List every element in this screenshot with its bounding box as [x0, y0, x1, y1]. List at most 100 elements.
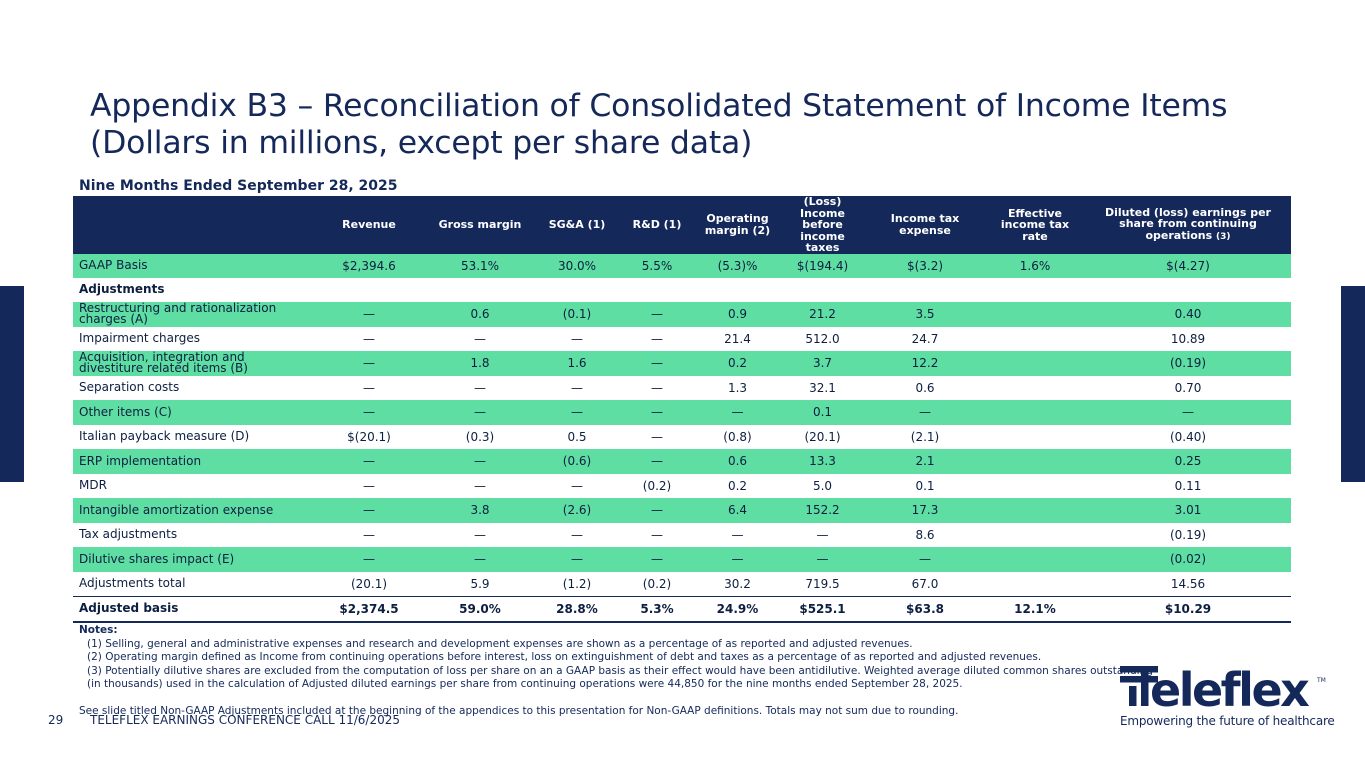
- notes-block: Notes: (1) Selling, general and administ…: [79, 624, 1153, 718]
- row-value: $10.29: [1085, 596, 1291, 623]
- row-value: —: [619, 375, 695, 400]
- row-value: $(3.2): [865, 253, 985, 278]
- row-value: [313, 278, 425, 302]
- table-row: Tax adjustments — — — — — —8.6 (0.19): [73, 522, 1291, 547]
- row-value: [425, 278, 535, 302]
- row-value: —: [425, 375, 535, 400]
- row-value: 0.1: [865, 473, 985, 498]
- note-1: (1) Selling, general and administrative …: [87, 637, 913, 650]
- row-value: 1.6%: [985, 253, 1085, 278]
- row-value: 30.0%: [535, 253, 619, 278]
- row-value: —: [619, 522, 695, 547]
- row-value: (0.2): [619, 571, 695, 597]
- row-value: 0.6: [695, 449, 780, 474]
- row-label: Adjusted basis: [73, 596, 313, 623]
- row-value: 3.5: [865, 302, 985, 327]
- row-value: 0.2: [695, 351, 780, 376]
- row-value: $(20.1): [313, 424, 425, 449]
- row-value: —: [313, 498, 425, 523]
- row-value: $(4.27): [1085, 253, 1291, 278]
- row-value: (0.19): [1085, 351, 1291, 376]
- row-value: —: [535, 375, 619, 400]
- note-3: (3) Potentially dilutive shares are excl…: [87, 664, 1153, 677]
- row-label: Italian payback measure (D): [73, 424, 313, 449]
- row-value: $2,374.5: [313, 596, 425, 623]
- row-value: —: [865, 547, 985, 572]
- table-row: MDR — — — (0.2) 0.2 5.0 0.1 0.11: [73, 473, 1291, 498]
- header-label: [73, 196, 313, 254]
- row-value: 1.3: [695, 375, 780, 400]
- header-rd: R&D (1): [619, 196, 695, 254]
- row-label: Acquisition, integration and divestiture…: [73, 351, 313, 376]
- row-value: —: [619, 547, 695, 572]
- row-value: $(194.4): [780, 253, 865, 278]
- row-value: —: [313, 351, 425, 376]
- row-value: [985, 278, 1085, 302]
- row-value: [780, 278, 865, 302]
- table-row: Adjusted basis $2,374.5 59.0% 28.8% 5.3% 24.9…: [73, 596, 1291, 623]
- row-value: 5.0: [780, 473, 865, 498]
- row-value: (5.3)%: [695, 253, 780, 278]
- row-value: —: [535, 473, 619, 498]
- row-value: —: [619, 498, 695, 523]
- row-value: [985, 424, 1085, 449]
- note-3-continued: (in thousands) used in the calculation o…: [87, 678, 963, 690]
- row-value: [865, 278, 985, 302]
- row-label: Separation costs: [73, 375, 313, 400]
- row-value: —: [695, 400, 780, 425]
- row-label: GAAP Basis: [73, 253, 313, 278]
- row-value: —: [313, 547, 425, 572]
- row-value: 5.5%: [619, 253, 695, 278]
- row-label: Intangible amortization expense: [73, 498, 313, 523]
- teleflex-logo: eleflex TM: [1120, 663, 1326, 717]
- row-value: —: [425, 547, 535, 572]
- row-value: —: [695, 522, 780, 547]
- row-value: 1.6: [535, 351, 619, 376]
- row-value: 67.0: [865, 571, 985, 597]
- row-value: [985, 351, 1085, 376]
- row-value: —: [313, 400, 425, 425]
- row-value: 0.70: [1085, 375, 1291, 400]
- row-value: —: [619, 449, 695, 474]
- row-value: 30.2: [695, 571, 780, 597]
- row-value: 53.1%: [425, 253, 535, 278]
- row-value: —: [695, 547, 780, 572]
- row-value: [985, 400, 1085, 425]
- notes-title: Notes:: [79, 624, 118, 636]
- period-heading: Nine Months Ended September 28, 2025: [79, 178, 398, 194]
- row-value: 512.0: [780, 326, 865, 351]
- table-row: Other items (C) — — — — —0.1— —: [73, 400, 1291, 425]
- row-value: 5.9: [425, 571, 535, 597]
- row-value: —: [313, 326, 425, 351]
- row-value: [985, 326, 1085, 351]
- row-value: 28.8%: [535, 596, 619, 623]
- row-value: [985, 571, 1085, 597]
- logo-wordmark-tail: eleflex: [1150, 663, 1309, 717]
- row-label: ERP implementation: [73, 449, 313, 474]
- row-label: Impairment charges: [73, 326, 313, 351]
- header-diluted-eps-text: Diluted (loss) earnings per share from c…: [1105, 205, 1271, 242]
- row-value: (0.40): [1085, 424, 1291, 449]
- table-row: Adjustments: [73, 278, 1291, 302]
- row-value: 152.2: [780, 498, 865, 523]
- row-value: 0.9: [695, 302, 780, 327]
- row-value: —: [425, 522, 535, 547]
- row-value: 12.2: [865, 351, 985, 376]
- row-value: (0.6): [535, 449, 619, 474]
- row-label: Adjustments: [73, 278, 313, 302]
- row-value: (1.2): [535, 571, 619, 597]
- row-value: —: [313, 449, 425, 474]
- row-label: Tax adjustments: [73, 522, 313, 547]
- row-value: 32.1: [780, 375, 865, 400]
- row-value: —: [313, 302, 425, 327]
- row-value: —: [425, 473, 535, 498]
- row-value: —: [535, 400, 619, 425]
- row-value: [695, 278, 780, 302]
- disclaimer: See slide titled Non-GAAP Adjustments in…: [79, 704, 959, 717]
- slide-title-line-2: (Dollars in millions, except per share d…: [90, 125, 753, 161]
- table-row: Dilutive shares impact (E) — — — — — — — (0.02): [73, 547, 1291, 572]
- row-value: (0.19): [1085, 522, 1291, 547]
- row-value: (2.6): [535, 498, 619, 523]
- row-value: 13.3: [780, 449, 865, 474]
- row-value: 8.6: [865, 522, 985, 547]
